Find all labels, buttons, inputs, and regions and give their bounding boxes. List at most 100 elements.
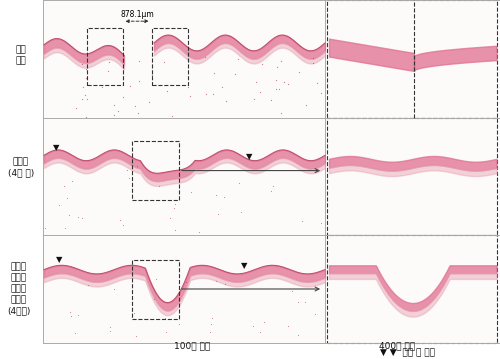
- Point: [104, 68, 112, 74]
- Text: 알지닌
글루타
메이트
처리군
(4일후): 알지닌 글루타 메이트 처리군 (4일후): [8, 262, 30, 316]
- Point: [208, 315, 216, 321]
- Point: [256, 330, 264, 335]
- Point: [66, 313, 74, 319]
- Point: [210, 71, 218, 76]
- Text: 400배 확대: 400배 확대: [380, 341, 416, 350]
- Point: [80, 92, 88, 98]
- Point: [272, 86, 280, 92]
- Point: [284, 323, 292, 329]
- Point: [98, 84, 106, 89]
- Point: [220, 195, 228, 200]
- Point: [298, 218, 306, 224]
- Bar: [326, 118, 496, 235]
- Point: [221, 281, 229, 287]
- Point: [318, 90, 326, 96]
- Point: [218, 84, 226, 90]
- Point: [124, 167, 132, 172]
- Point: [222, 98, 230, 103]
- Bar: [152, 28, 188, 85]
- Point: [294, 69, 302, 75]
- Point: [212, 278, 220, 284]
- Point: [66, 309, 74, 315]
- Point: [126, 83, 134, 89]
- Point: [114, 108, 122, 114]
- Point: [106, 325, 114, 330]
- Point: [258, 61, 266, 67]
- Point: [130, 103, 138, 109]
- Point: [72, 105, 80, 111]
- Point: [145, 99, 153, 105]
- Point: [184, 84, 192, 90]
- Point: [136, 79, 143, 84]
- Point: [110, 112, 118, 118]
- Point: [82, 75, 90, 81]
- Point: [202, 54, 209, 60]
- Point: [42, 225, 50, 231]
- Point: [65, 212, 73, 218]
- Point: [78, 96, 86, 102]
- Point: [110, 286, 118, 292]
- Point: [134, 111, 142, 116]
- Point: [276, 110, 284, 116]
- Point: [118, 222, 126, 228]
- Point: [187, 189, 195, 195]
- Point: [214, 211, 222, 216]
- Point: [55, 202, 63, 208]
- Point: [132, 333, 140, 339]
- Point: [308, 61, 316, 66]
- Point: [106, 60, 114, 65]
- Point: [125, 175, 133, 181]
- Bar: [44, 118, 325, 235]
- Text: 878.1μm: 878.1μm: [120, 10, 154, 19]
- Point: [110, 102, 118, 108]
- Text: 손상
직후: 손상 직후: [16, 46, 26, 66]
- Bar: [132, 141, 179, 200]
- Point: [309, 55, 317, 60]
- Point: [160, 315, 168, 321]
- Point: [166, 215, 174, 221]
- Point: [174, 321, 182, 326]
- Point: [195, 229, 203, 235]
- Point: [84, 96, 92, 102]
- Point: [302, 102, 310, 107]
- Point: [267, 97, 275, 103]
- Point: [230, 71, 238, 77]
- Point: [288, 288, 296, 294]
- Point: [148, 72, 156, 78]
- Point: [206, 328, 214, 334]
- Text: ▼: ▼: [56, 255, 62, 265]
- Point: [272, 78, 280, 83]
- Point: [212, 192, 220, 197]
- Point: [120, 94, 128, 100]
- Point: [130, 311, 138, 316]
- Point: [172, 227, 179, 233]
- Point: [294, 299, 302, 305]
- Bar: [86, 28, 122, 85]
- Point: [155, 183, 163, 189]
- Point: [284, 81, 292, 87]
- Point: [268, 183, 276, 189]
- Point: [82, 66, 90, 72]
- Point: [84, 282, 92, 288]
- Point: [71, 330, 79, 336]
- Point: [79, 84, 87, 89]
- Point: [277, 58, 285, 64]
- Point: [150, 296, 158, 302]
- Bar: [132, 260, 179, 319]
- Bar: [326, 235, 496, 343]
- Point: [273, 64, 281, 70]
- Point: [74, 214, 82, 220]
- Text: 100배 확대: 100배 확대: [174, 341, 210, 350]
- Point: [106, 328, 114, 334]
- Point: [238, 209, 246, 215]
- Point: [163, 88, 171, 94]
- Point: [170, 206, 177, 211]
- Point: [78, 215, 86, 221]
- Point: [250, 96, 258, 102]
- Point: [68, 178, 76, 183]
- Point: [208, 91, 216, 97]
- Point: [60, 225, 68, 230]
- Point: [249, 323, 257, 329]
- Bar: [326, 0, 496, 118]
- Point: [234, 56, 241, 62]
